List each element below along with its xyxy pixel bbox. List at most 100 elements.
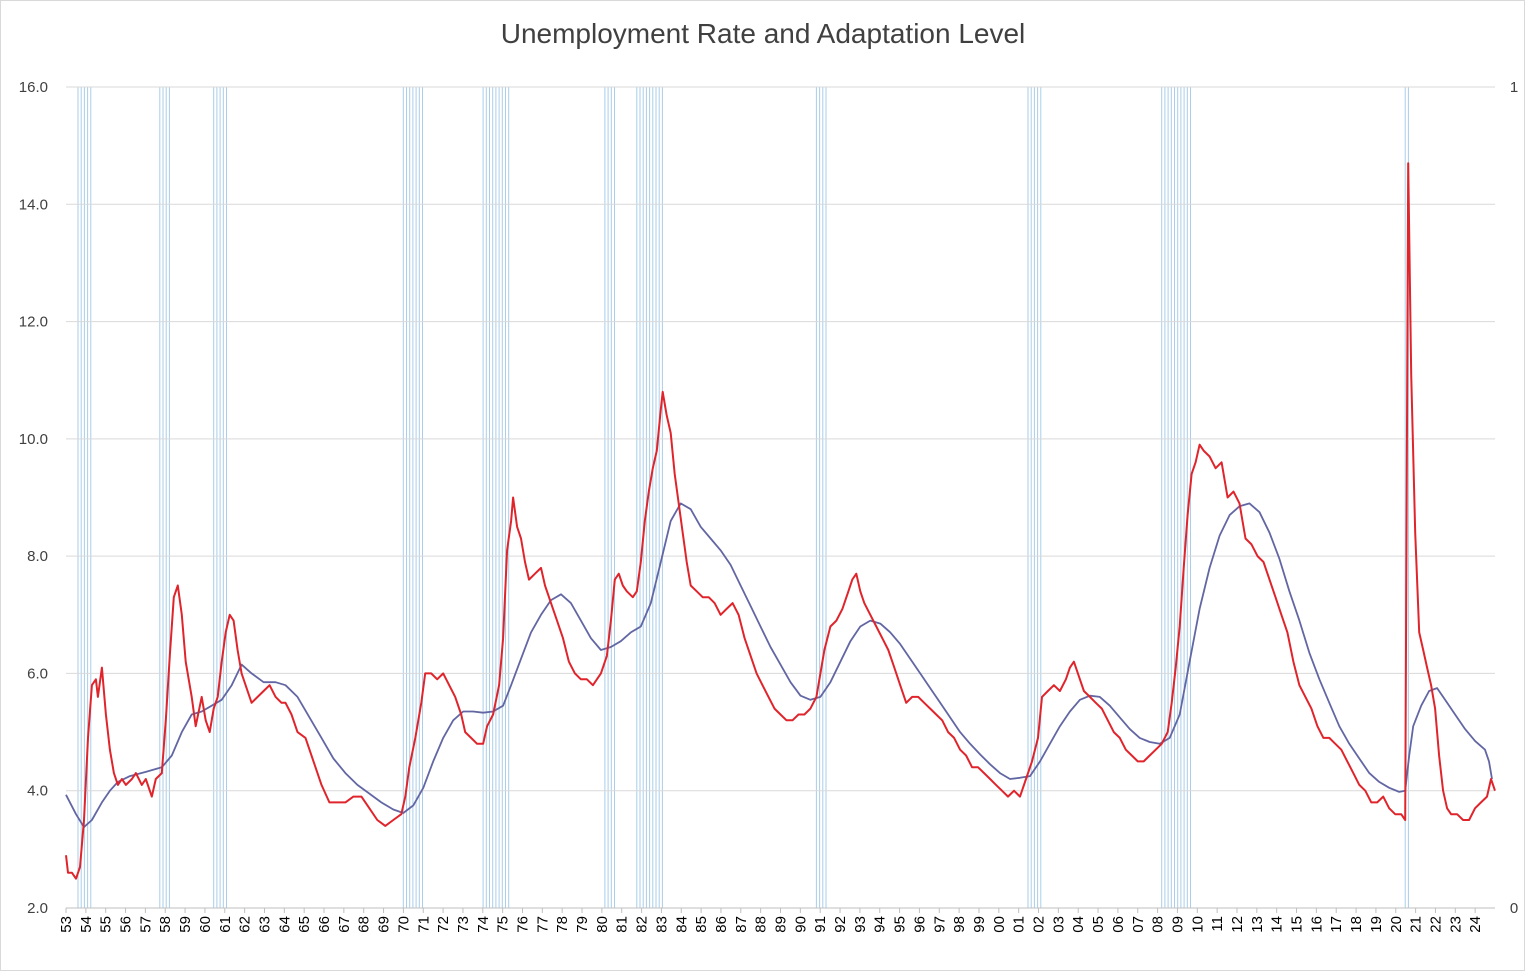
x-tick-label: 18 xyxy=(1348,916,1365,933)
x-tick-label: 82 xyxy=(634,916,651,933)
y2-tick-label: 0 xyxy=(1510,900,1518,917)
x-tick-label: 09 xyxy=(1169,916,1186,933)
x-tick-label: 13 xyxy=(1249,916,1266,933)
left-axis: 2.0 4.0 6.0 8.0 10.0 12.0 14.0 16.0 xyxy=(19,79,48,917)
x-tick-label: 89 xyxy=(773,916,790,933)
x-tick-label: 97 xyxy=(931,916,948,933)
x-tick-label: 62 xyxy=(237,916,254,933)
recession-band-5 xyxy=(604,87,615,908)
x-tick-label: 93 xyxy=(852,916,869,933)
x-tick-label: 59 xyxy=(177,916,194,933)
x-tick-label: 01 xyxy=(1011,916,1028,933)
x-tick-label: 57 xyxy=(137,916,154,933)
x-tick-label: 73 xyxy=(455,916,472,933)
x-tick-label: 95 xyxy=(892,916,909,933)
x-tick-label: 67 xyxy=(336,916,353,933)
x-tick-label: 53 xyxy=(58,916,75,933)
x-tick-label: 85 xyxy=(693,916,710,933)
x-axis: 53 54 55 56 57 58 59 60 61 62 63 64 65 66 67 68 69 70 71 72… xyxy=(58,908,1484,933)
x-tick-label: 64 xyxy=(276,916,293,933)
adaptation-level-line xyxy=(65,502,1493,828)
x-tick-label: 92 xyxy=(832,916,849,933)
recession-band-6 xyxy=(636,87,663,908)
x-tick-label: 06 xyxy=(1110,916,1127,933)
y-tick-label: 4.0 xyxy=(27,783,48,800)
x-tick-label: 14 xyxy=(1269,916,1286,933)
gridlines xyxy=(66,86,1495,909)
x-tick-label: 10 xyxy=(1189,916,1206,933)
x-tick-label: 77 xyxy=(534,916,551,933)
x-tick-label: 24 xyxy=(1467,916,1484,933)
x-tick-label: 69 xyxy=(376,916,393,933)
x-tick-label: 54 xyxy=(78,916,95,933)
x-tick-label: 76 xyxy=(515,916,532,933)
x-tick-label: 58 xyxy=(157,916,174,933)
x-tick-label: 98 xyxy=(951,916,968,933)
x-tick-label: 65 xyxy=(296,916,313,933)
x-tick-label: 11 xyxy=(1209,916,1226,932)
x-tick-label: 22 xyxy=(1428,916,1445,933)
x-tick-label: 78 xyxy=(554,916,571,933)
y-tick-label: 10.0 xyxy=(19,431,48,448)
y-tick-label: 8.0 xyxy=(27,548,48,565)
y-tick-label: 12.0 xyxy=(19,314,48,331)
recession-band-1 xyxy=(159,87,170,908)
recession-shading xyxy=(77,87,1409,908)
x-tick-label: 90 xyxy=(792,916,809,933)
x-tick-label: 12 xyxy=(1229,916,1246,933)
x-tick-label: 79 xyxy=(574,916,591,933)
x-tick-label: 56 xyxy=(118,916,135,933)
right-axis: 01 xyxy=(1510,79,1518,917)
x-tick-label: 15 xyxy=(1289,916,1306,933)
x-tick-label: 72 xyxy=(435,916,452,933)
x-tick-label: 04 xyxy=(1070,916,1087,933)
x-tick-label: 23 xyxy=(1447,916,1464,933)
recession-band-4 xyxy=(482,87,510,908)
recession-band-9 xyxy=(1161,87,1191,908)
x-tick-label: 74 xyxy=(475,916,492,933)
x-tick-label: 68 xyxy=(356,916,373,933)
x-tick-label: 80 xyxy=(594,916,611,933)
x-tick-label: 21 xyxy=(1408,916,1425,933)
x-tick-label: 96 xyxy=(911,916,928,933)
y2-tick-label: 1 xyxy=(1510,79,1518,96)
x-tick-label: 94 xyxy=(872,916,889,933)
x-tick-label: 91 xyxy=(812,916,829,933)
y-tick-label: 14.0 xyxy=(19,196,48,213)
x-tick-label: 75 xyxy=(495,916,512,933)
x-tick-label: 84 xyxy=(673,916,690,933)
x-tick-label: 03 xyxy=(1050,916,1067,933)
x-tick-label: 60 xyxy=(197,916,214,933)
x-tick-label: 63 xyxy=(257,916,274,933)
x-tick-label: 83 xyxy=(653,916,670,933)
recession-band-0 xyxy=(77,87,92,908)
x-tick-label: 19 xyxy=(1368,916,1385,933)
x-tick-label: 07 xyxy=(1130,916,1147,933)
x-tick-label: 99 xyxy=(971,916,988,933)
unemployment-rate-line xyxy=(65,162,1496,880)
x-tick-label: 87 xyxy=(733,916,750,933)
x-tick-label: 00 xyxy=(991,916,1008,933)
recession-band-7 xyxy=(815,87,827,908)
x-tick-label: 16 xyxy=(1308,916,1325,933)
x-tick-label: 55 xyxy=(98,916,115,933)
recession-band-2 xyxy=(213,87,227,908)
x-tick-label: 81 xyxy=(614,916,631,933)
x-tick-label: 88 xyxy=(753,916,770,933)
x-tick-label: 61 xyxy=(217,916,234,933)
x-tick-label: 17 xyxy=(1328,916,1345,933)
x-tick-label: 71 xyxy=(415,916,432,933)
x-tick-label: 08 xyxy=(1150,916,1167,933)
x-tick-label: 86 xyxy=(713,916,730,933)
y-tick-label: 16.0 xyxy=(19,79,48,96)
series-lines xyxy=(65,162,1496,880)
x-tick-label: 02 xyxy=(1031,916,1048,933)
y-tick-label: 2.0 xyxy=(27,900,48,917)
x-tick-label: 20 xyxy=(1388,916,1405,933)
y-tick-label: 6.0 xyxy=(27,665,48,682)
x-tick-label: 66 xyxy=(316,916,333,933)
chart-title: Unemployment Rate and Adaptation Level xyxy=(500,18,1026,49)
x-tick-label: 70 xyxy=(395,916,412,933)
